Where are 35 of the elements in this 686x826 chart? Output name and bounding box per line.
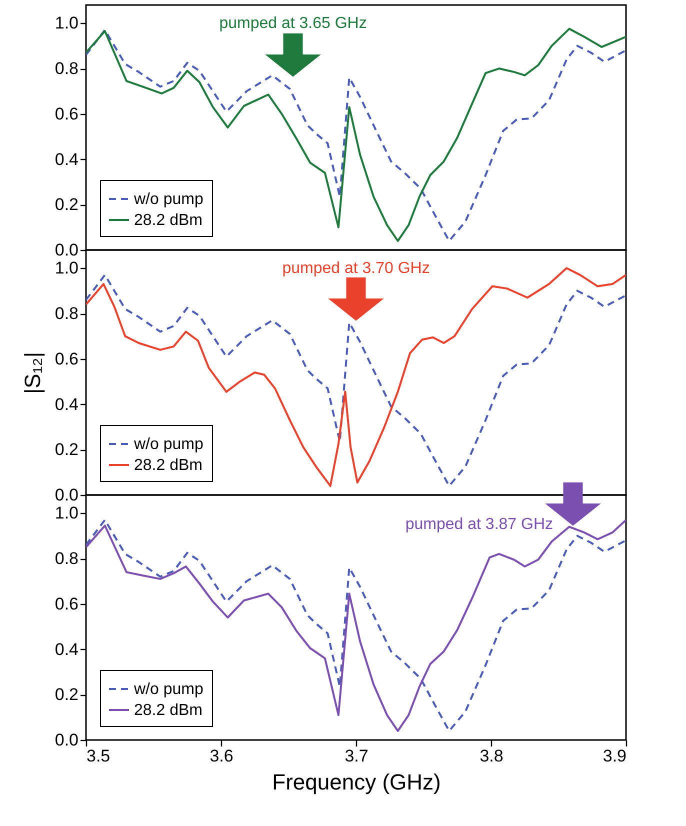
y-tick-label: 0.6 — [54, 349, 78, 368]
y-tick-label: 0.4 — [54, 640, 78, 659]
y-tick-label: 0.6 — [54, 594, 78, 614]
y-tick-label: 0.0 — [54, 730, 78, 750]
line-series — [86, 518, 626, 732]
legend-label: 28.2 dBm — [134, 457, 202, 474]
y-tick-label: 1.0 — [54, 258, 78, 278]
y-tick-label: 0.4 — [54, 394, 78, 414]
y-tick-label: 0.2 — [54, 195, 78, 214]
legend-label: 28.2 dBm — [134, 702, 202, 719]
y-tick-label: 0.0 — [54, 240, 78, 260]
annotation: pumped at 3.70 GHz — [282, 260, 430, 277]
x-tick-label: 3.8 — [480, 746, 504, 766]
y-tick-label: 0.8 — [54, 304, 78, 324]
y-tick-label: 0.8 — [54, 59, 78, 78]
annotation: pumped at 3.87 GHz — [405, 516, 553, 533]
y-tick-label: 0.2 — [54, 440, 78, 460]
x-tick-label: 3.5 — [86, 746, 110, 766]
y-tick-label: 1.0 — [54, 14, 78, 33]
legend-label: w/o pump — [133, 191, 204, 208]
y-tick-label: 0.4 — [54, 150, 78, 169]
legend-label: w/o pump — [133, 436, 204, 453]
y-tick-label: 0.2 — [54, 685, 78, 704]
x-axis-title: Frequency (GHz) — [272, 770, 441, 794]
annotation: pumped at 3.65 GHz — [219, 15, 367, 32]
y-tick-label: 0.0 — [54, 486, 78, 504]
y-tick-label: 1.0 — [54, 504, 78, 523]
y-axis-title: |S₁₂| — [20, 352, 45, 394]
y-tick-label: 0.8 — [54, 549, 78, 568]
x-tick-label: 3.9 — [602, 746, 626, 766]
x-tick-label: 3.7 — [344, 746, 368, 766]
y-tick-label: 0.6 — [54, 104, 78, 124]
legend-label: 28.2 dBm — [134, 212, 202, 229]
legend-label: w/o pump — [133, 681, 204, 698]
x-tick-label: 3.6 — [210, 746, 234, 766]
